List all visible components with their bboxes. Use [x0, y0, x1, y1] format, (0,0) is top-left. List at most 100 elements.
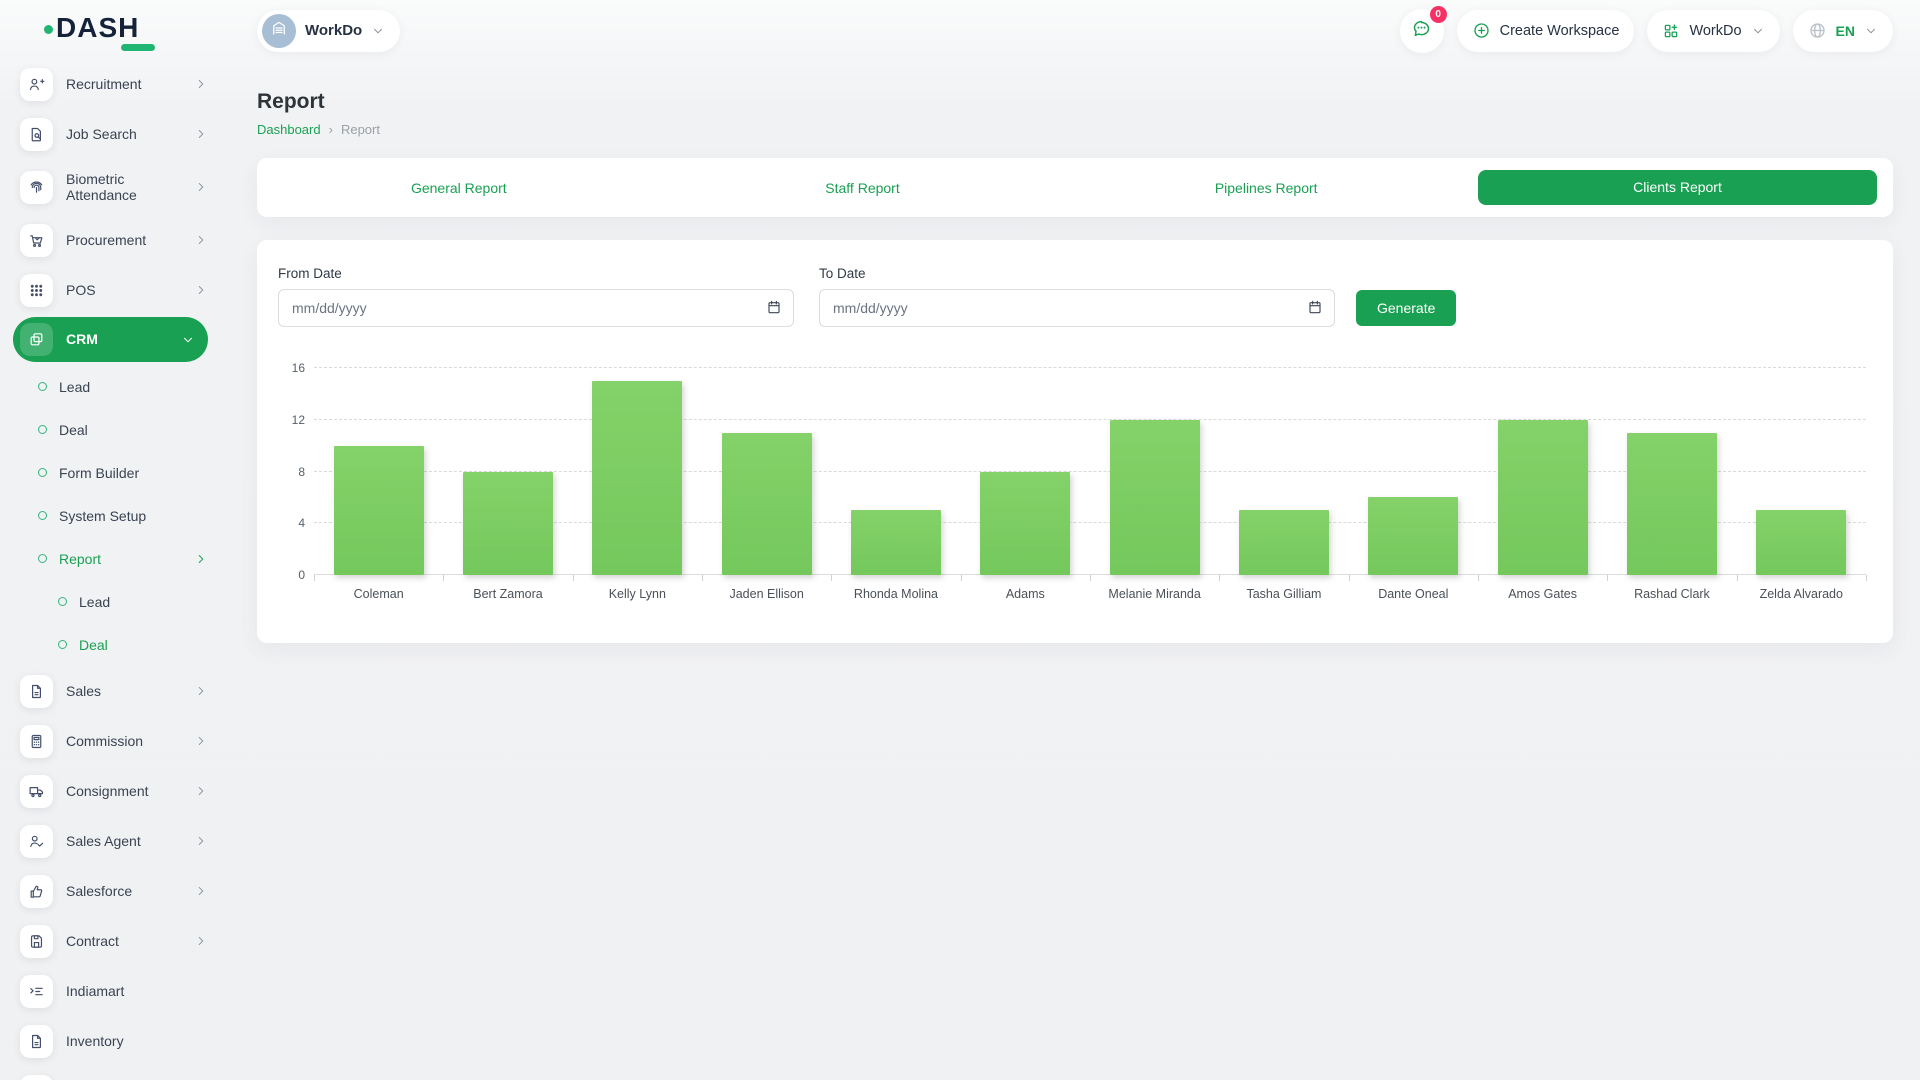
- sidebar-item-job-search[interactable]: Job Search: [0, 109, 230, 159]
- chevron-right-icon: [194, 180, 208, 194]
- x-axis-tick-mark: [314, 575, 315, 581]
- sidebar-subitem-lead[interactable]: Lead: [0, 365, 230, 408]
- breadcrumb: Dashboard › Report: [257, 122, 1920, 137]
- tab-pipelines-report[interactable]: Pipelines Report: [1214, 179, 1318, 196]
- sidebar-item-pos[interactable]: POS: [0, 265, 230, 315]
- top-header: WorkDo 0 Create Workspace WorkDo EN: [230, 0, 1920, 61]
- building-icon: [270, 19, 288, 42]
- sidebar-item-inventory[interactable]: Inventory: [0, 1016, 230, 1066]
- chevron-down-icon: [1864, 24, 1878, 38]
- tab-staff-report[interactable]: Staff Report: [825, 179, 900, 196]
- sidebar-subitem-lead[interactable]: Lead: [0, 580, 230, 623]
- bar-melanie-miranda[interactable]: [1109, 419, 1200, 575]
- calendar-icon[interactable]: [766, 299, 782, 320]
- fingerprint-icon: [20, 170, 53, 204]
- company-menu[interactable]: WorkDo: [1647, 9, 1780, 52]
- grid-dots-icon: [20, 273, 53, 307]
- bar-coleman[interactable]: [333, 445, 424, 575]
- sidebar-item-label: Consignment: [66, 782, 149, 799]
- x-axis-label: Dante Oneal: [1378, 587, 1449, 601]
- sidebar-subitem-report[interactable]: Report: [0, 537, 230, 580]
- bullet-circle-icon: [58, 640, 67, 649]
- main-content: Report Dashboard › Report General Report…: [230, 61, 1920, 643]
- language-code: EN: [1835, 22, 1855, 39]
- sidebar-item-sales-agent[interactable]: Sales Agent: [0, 816, 230, 866]
- sidebar-item-biometric-attendance[interactable]: Biometric Attendance: [0, 159, 230, 215]
- app-logo[interactable]: DASH: [0, 0, 230, 55]
- x-axis-tick-mark: [572, 575, 574, 581]
- language-selector[interactable]: EN: [1792, 9, 1893, 52]
- sidebar-menu: Recruitment Job Search Biometric Attendanc…: [0, 55, 230, 1080]
- report-filter-form: From Date To Date Generate: [278, 266, 1872, 327]
- file-icon: [20, 674, 53, 708]
- tab-general-report[interactable]: General Report: [410, 179, 507, 196]
- sidebar-item-procurement[interactable]: Procurement: [0, 215, 230, 265]
- sidebar-item-label: Contract: [66, 932, 119, 949]
- sidebar-subitem-deal[interactable]: Deal: [0, 623, 230, 666]
- sidebar-item-label: Biometric Attendance: [66, 170, 137, 203]
- file-search-icon: [20, 117, 53, 151]
- chevron-right-icon: [194, 684, 208, 698]
- chevron-down-icon: [181, 333, 195, 347]
- chevron-right-icon: [194, 934, 208, 948]
- x-axis-label: Jaden Ellison: [729, 587, 804, 601]
- sidebar-subitem-form-builder[interactable]: Form Builder: [0, 451, 230, 494]
- create-workspace-button[interactable]: Create Workspace: [1456, 9, 1635, 52]
- tab-clients-report[interactable]: Clients Report: [1478, 170, 1878, 205]
- chevron-right-icon: [194, 77, 208, 91]
- x-axis-label: Melanie Miranda: [1108, 587, 1201, 601]
- sidebar-item-indiamart[interactable]: Indiamart: [0, 966, 230, 1016]
- breadcrumb-dashboard-link[interactable]: Dashboard: [257, 122, 321, 137]
- generate-button[interactable]: Generate: [1356, 290, 1457, 326]
- from-date-label: From Date: [278, 266, 342, 281]
- workspace-switcher[interactable]: WorkDo: [257, 9, 401, 52]
- sidebar-item-sales[interactable]: Sales: [0, 666, 230, 716]
- sidebar-subitem-label: Deal: [59, 421, 88, 438]
- sidebar-item-label: Recruitment: [66, 75, 142, 92]
- page-title: Report: [257, 90, 325, 113]
- sidebar-subitem-system-setup[interactable]: System Setup: [0, 494, 230, 537]
- x-axis-label: Kelly Lynn: [608, 587, 666, 601]
- sidebar-item-label: POS: [66, 281, 96, 298]
- bullet-circle-icon: [38, 382, 47, 391]
- bar-jaden-ellison[interactable]: [721, 432, 812, 575]
- file-icon: [20, 1024, 53, 1058]
- bar-amos-gates[interactable]: [1497, 419, 1588, 575]
- chart-x-axis-labels: Coleman Bert Zamora Kelly Lynn Jaden Elliso…: [314, 587, 1866, 601]
- sidebar-item-partial[interactable]: [0, 1066, 230, 1080]
- sidebar-item-recruitment[interactable]: Recruitment: [0, 59, 230, 109]
- gridline-8: [314, 470, 1866, 472]
- messages-button[interactable]: 0: [1399, 5, 1447, 53]
- bar-bert-zamora[interactable]: [463, 471, 553, 575]
- calculator-icon: [20, 724, 53, 758]
- bar-dante-oneal[interactable]: [1368, 497, 1459, 575]
- bar-zelda-alvarado[interactable]: [1756, 510, 1847, 575]
- chevron-right-icon: [194, 834, 208, 848]
- x-axis-label: Tasha Gilliam: [1246, 587, 1322, 601]
- header-actions: 0 Create Workspace WorkDo EN: [1399, 5, 1893, 53]
- from-date-input[interactable]: [278, 289, 794, 327]
- bar-kelly-lynn[interactable]: [592, 380, 683, 575]
- sidebar-item-salesforce[interactable]: Salesforce: [0, 866, 230, 916]
- x-axis-tick-mark: [831, 575, 833, 581]
- sidebar-subitem-deal[interactable]: Deal: [0, 408, 230, 451]
- calendar-icon[interactable]: [1307, 299, 1323, 320]
- to-date-input[interactable]: [819, 289, 1335, 327]
- x-axis-tick-mark: [960, 575, 962, 581]
- bar-rashad-clark[interactable]: [1627, 432, 1717, 575]
- sidebar-item-commission[interactable]: Commission: [0, 716, 230, 766]
- x-axis-label: Bert Zamora: [473, 587, 543, 601]
- user-plus-icon: [20, 67, 53, 101]
- chevron-right-icon: [194, 734, 208, 748]
- sidebar-item-crm[interactable]: CRM: [13, 317, 208, 362]
- y-axis-tick-12: 12: [291, 412, 305, 427]
- sidebar-subitem-label: Form Builder: [59, 464, 140, 481]
- bar-tasha-gilliam[interactable]: [1239, 510, 1329, 575]
- sidebar-subitem-label: Lead: [59, 378, 91, 395]
- list-arrow-icon: [20, 974, 53, 1008]
- sidebar-item-label: Salesforce: [66, 882, 133, 899]
- sidebar-item-contract[interactable]: Contract: [0, 916, 230, 966]
- bar-adams[interactable]: [980, 471, 1071, 575]
- bar-rhonda-molina[interactable]: [851, 510, 941, 575]
- sidebar-item-consignment[interactable]: Consignment: [0, 766, 230, 816]
